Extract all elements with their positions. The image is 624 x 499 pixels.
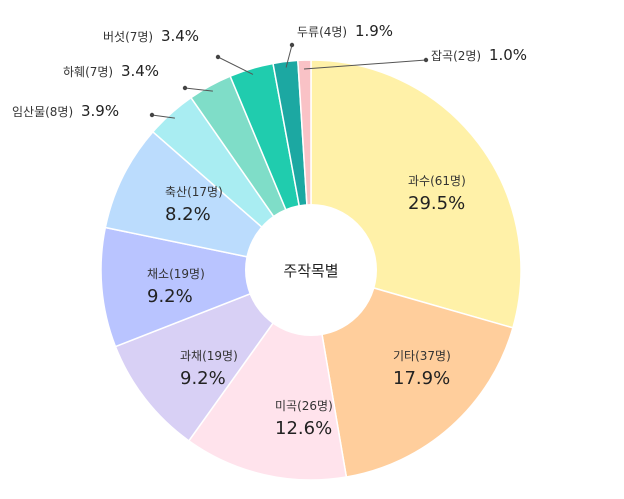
slice-label-outside: 두류(4명) 1.9% <box>297 22 393 40</box>
pie-slice-4 <box>100 226 314 348</box>
leader-dot <box>215 54 221 60</box>
slice-label-value: 8.2% <box>165 204 211 225</box>
leader-dot <box>289 42 295 48</box>
slice-label-outside: 임산물(8명) 3.9% <box>12 102 119 120</box>
leader-line <box>217 56 254 75</box>
slice-label-outside: 잡곡(2명) 1.0% <box>431 46 527 64</box>
leader-line <box>303 59 427 70</box>
slice-labels: 과수(61명) 29.5% 기타(37명) 17.9% 미곡(26명) 12.6% 과채(1… <box>12 22 527 439</box>
slice-label-name: 과채(19명) <box>180 349 238 363</box>
slice-label-name: 기타(37명) <box>393 349 451 363</box>
leader-lines <box>149 42 429 119</box>
leader-dot <box>149 112 155 118</box>
slice-label-value: 9.2% <box>180 368 226 389</box>
leader-dot <box>182 85 188 91</box>
pie-slice-1 <box>310 268 514 478</box>
slice-label-value: 29.5% <box>408 193 465 214</box>
slice-label-value: 12.6% <box>275 418 332 439</box>
slice-label-name: 과수(61명) <box>408 174 466 188</box>
leader-line <box>151 114 175 119</box>
slice-label-value: 17.9% <box>393 368 450 389</box>
donut-hole <box>245 204 377 336</box>
slice-label-outside: 버섯(7명) 3.4% <box>103 27 199 45</box>
slice-label-outside: 하훼(7명) 3.4% <box>63 62 159 80</box>
leader-line <box>285 44 293 68</box>
slice-label-value: 9.2% <box>147 286 193 307</box>
slice-label-name: 채소(19명) <box>147 267 205 281</box>
leader-dot <box>423 57 429 63</box>
slice-label-name: 미곡(26명) <box>275 399 333 413</box>
chart-title: 주작목별 <box>283 262 338 280</box>
slice-label-name: 축산(17명) <box>165 185 223 199</box>
leader-line <box>184 87 213 92</box>
